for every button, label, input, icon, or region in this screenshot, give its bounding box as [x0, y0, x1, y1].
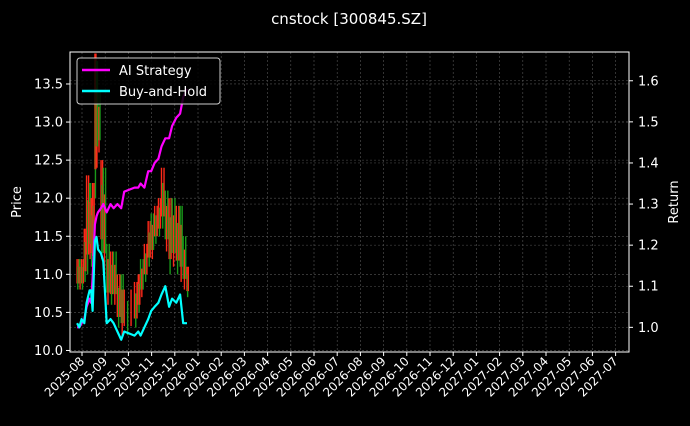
y-tick-label-left: 12.0 — [34, 192, 63, 207]
ai-strategy-line — [77, 88, 188, 329]
y-tick-label-left: 12.5 — [34, 154, 63, 169]
y-tick-label-right: 1.1 — [638, 280, 659, 295]
return-lines — [76, 88, 188, 341]
legend-ai-strategy-label: AI Strategy — [119, 64, 192, 79]
y-tick-label-right: 1.3 — [638, 198, 659, 213]
y-tick-label-left: 10.0 — [34, 344, 63, 359]
legend-buy-and-hold-label: Buy-and-Hold — [119, 85, 207, 100]
y-tick-label-left: 10.5 — [34, 306, 63, 321]
axes-frame — [69, 51, 630, 353]
y-tick-label-right: 1.5 — [638, 115, 659, 130]
y-tick-label-left: 11.5 — [34, 230, 63, 245]
buy-and-hold-line — [76, 235, 187, 341]
y-axis-label-left: Price — [10, 186, 25, 218]
right-y-axis: 1.0 1.1 1.2 1.3 1.4 1.5 1.6 — [629, 74, 659, 336]
y-tick-label-left: 13.5 — [34, 77, 63, 92]
y-tick-label-left: 13.0 — [34, 116, 63, 131]
y-tick-label-right: 1.6 — [638, 74, 659, 89]
left-y-axis: 10.0 10.5 11.0 11.5 12.0 12.5 13.0 13.5 — [34, 77, 70, 359]
y-tick-label-right: 1.4 — [638, 156, 659, 171]
y-tick-label-right: 1.0 — [638, 321, 659, 336]
legend-box — [76, 57, 221, 105]
y-tick-label-right: 1.2 — [638, 239, 659, 254]
legend: AI Strategy Buy-and-Hold — [76, 57, 221, 105]
chart-title: cnstock [300845.SZ] — [271, 10, 427, 28]
x-axis: 2025-082025-092025-102025-112025-122026-… — [42, 352, 621, 400]
y-axis-label-right: Return — [667, 180, 682, 223]
y-tick-label-left: 11.0 — [34, 268, 63, 283]
